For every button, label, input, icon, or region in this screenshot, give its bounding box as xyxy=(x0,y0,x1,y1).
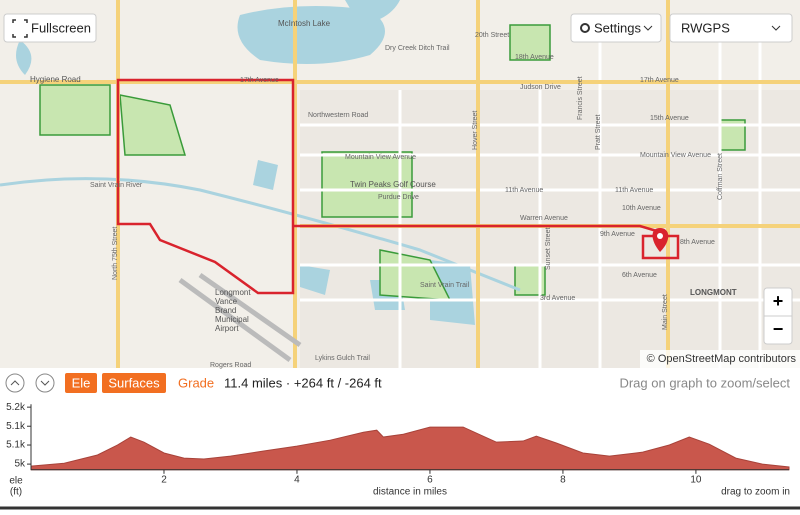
urban-area xyxy=(300,90,800,368)
map-label: 8th Avenue xyxy=(680,239,715,246)
map-label: Lykins Gulch Trail xyxy=(315,355,370,362)
tab-grade[interactable]: Grade xyxy=(178,375,214,390)
map-label: McIntosh Lake xyxy=(278,19,331,28)
airport-label: Vance xyxy=(215,297,238,306)
x-tick-label: 6 xyxy=(427,474,433,485)
runway xyxy=(178,272,302,363)
summary: 11.4 miles · +264 ft / -264 ft xyxy=(224,375,382,390)
button-label: Settings xyxy=(594,20,641,35)
map-label: 15th Avenue xyxy=(650,115,689,122)
x-tick-label: 10 xyxy=(690,474,702,485)
streets xyxy=(300,40,800,368)
map-label: Main Street xyxy=(662,294,669,330)
map-label: 6th Avenue xyxy=(622,272,657,279)
button-label: Fullscreen xyxy=(31,20,91,35)
zoom-note: drag to zoom in xyxy=(721,487,790,498)
map-label: 9th Avenue xyxy=(600,231,635,238)
map-label: Hover Street xyxy=(472,111,479,150)
fullscreen-button[interactable]: Fullscreen xyxy=(3,13,97,43)
map-label: Mountain View Avenue xyxy=(640,152,711,159)
icon xyxy=(771,25,781,31)
y-tick-label: 5.2k xyxy=(6,402,26,413)
map-label: Sunset Street xyxy=(545,228,552,270)
tab-ele-bg[interactable] xyxy=(65,373,97,393)
tab-surfaces-bg[interactable] xyxy=(102,373,166,393)
map[interactable]: McIntosh Lake Hygiene Road 17th Avenue 1… xyxy=(0,0,800,369)
icon xyxy=(10,380,20,386)
map-label: Saint Vrain Trail xyxy=(420,282,470,289)
toolbar: Ele Surfaces Grade 11.4 miles · +264 ft … xyxy=(5,373,790,393)
y-label: ele xyxy=(9,476,23,487)
map-label: Hygiene Road xyxy=(30,75,81,84)
map-label: Judson Drive xyxy=(520,84,561,91)
route-marker xyxy=(652,228,669,252)
select-label: RWGPS xyxy=(681,20,730,35)
icon xyxy=(12,19,28,38)
layer-select[interactable]: RWGPS xyxy=(669,13,793,43)
map-label: 11th Avenue xyxy=(505,187,543,194)
airport-label: Longmont xyxy=(215,288,251,297)
map-label: Purdue Drive xyxy=(378,194,419,201)
icon xyxy=(580,23,590,33)
icon xyxy=(40,380,50,386)
map-label: 3rd Avenue xyxy=(540,295,575,302)
expand-button[interactable] xyxy=(35,373,55,393)
x-tick-label: 2 xyxy=(161,474,167,485)
map-label: LONGMONT xyxy=(690,288,737,297)
zoom-control: + − xyxy=(763,287,793,345)
y-tick-label: 5k xyxy=(14,459,26,470)
y-tick-label: 5.1k xyxy=(6,440,26,451)
map-label: 17th Avenue xyxy=(640,77,679,84)
select-bg xyxy=(669,13,793,43)
map-label: Warren Avenue xyxy=(520,215,568,222)
map-label: 10th Avenue xyxy=(622,205,661,212)
zoom-in[interactable]: + xyxy=(773,291,784,311)
marker-dot xyxy=(657,233,663,239)
lake xyxy=(237,6,385,64)
map-label: 17th Avenue xyxy=(240,77,279,84)
map-label: 20th Street xyxy=(475,32,509,39)
x-tick-label: 8 xyxy=(560,474,566,485)
zoom-out[interactable]: − xyxy=(773,319,784,339)
airport-label: Brand xyxy=(215,306,236,315)
map-label: Northwestern Road xyxy=(308,112,368,119)
map-label: Coffman Street xyxy=(717,153,724,200)
elevation-chart[interactable]: ele (ft) distance in miles drag to zoom … xyxy=(6,402,790,498)
hint: Drag on graph to zoom/select xyxy=(619,375,790,390)
elevation-area xyxy=(30,426,790,471)
x-label: distance in miles xyxy=(373,487,447,498)
map-label: Rogers Road xyxy=(210,362,251,369)
airport-label: Municipal xyxy=(215,315,249,324)
attribution-bg xyxy=(640,350,800,368)
y-tick-label: 5.1k xyxy=(6,421,26,432)
settings-button[interactable]: Settings xyxy=(570,13,662,43)
icon xyxy=(643,25,653,31)
tab-surfaces[interactable]: Surfaces xyxy=(108,375,160,390)
attribution[interactable]: © OpenStreetMap contributors xyxy=(647,353,797,365)
map-label: Twin Peaks Golf Course xyxy=(350,180,436,189)
collapse-button[interactable] xyxy=(5,373,25,393)
map-label: Pratt Street xyxy=(595,115,602,150)
map-label: 11th Avenue xyxy=(615,187,653,194)
y-unit: (ft) xyxy=(10,487,22,498)
map-label: North 75th Street xyxy=(112,227,119,280)
map-label: Francis Street xyxy=(577,76,584,120)
map-label: Mountain View Avenue xyxy=(345,154,416,161)
button-bg xyxy=(570,13,662,43)
map-label: Saint Vrain River xyxy=(90,182,143,189)
tab-ele[interactable]: Ele xyxy=(72,375,91,390)
map-label: Dry Creek Ditch Trail xyxy=(385,45,450,52)
x-tick-label: 4 xyxy=(294,474,300,485)
map-label: 18th Avenue xyxy=(515,54,554,61)
airport-label: Airport xyxy=(215,324,239,333)
